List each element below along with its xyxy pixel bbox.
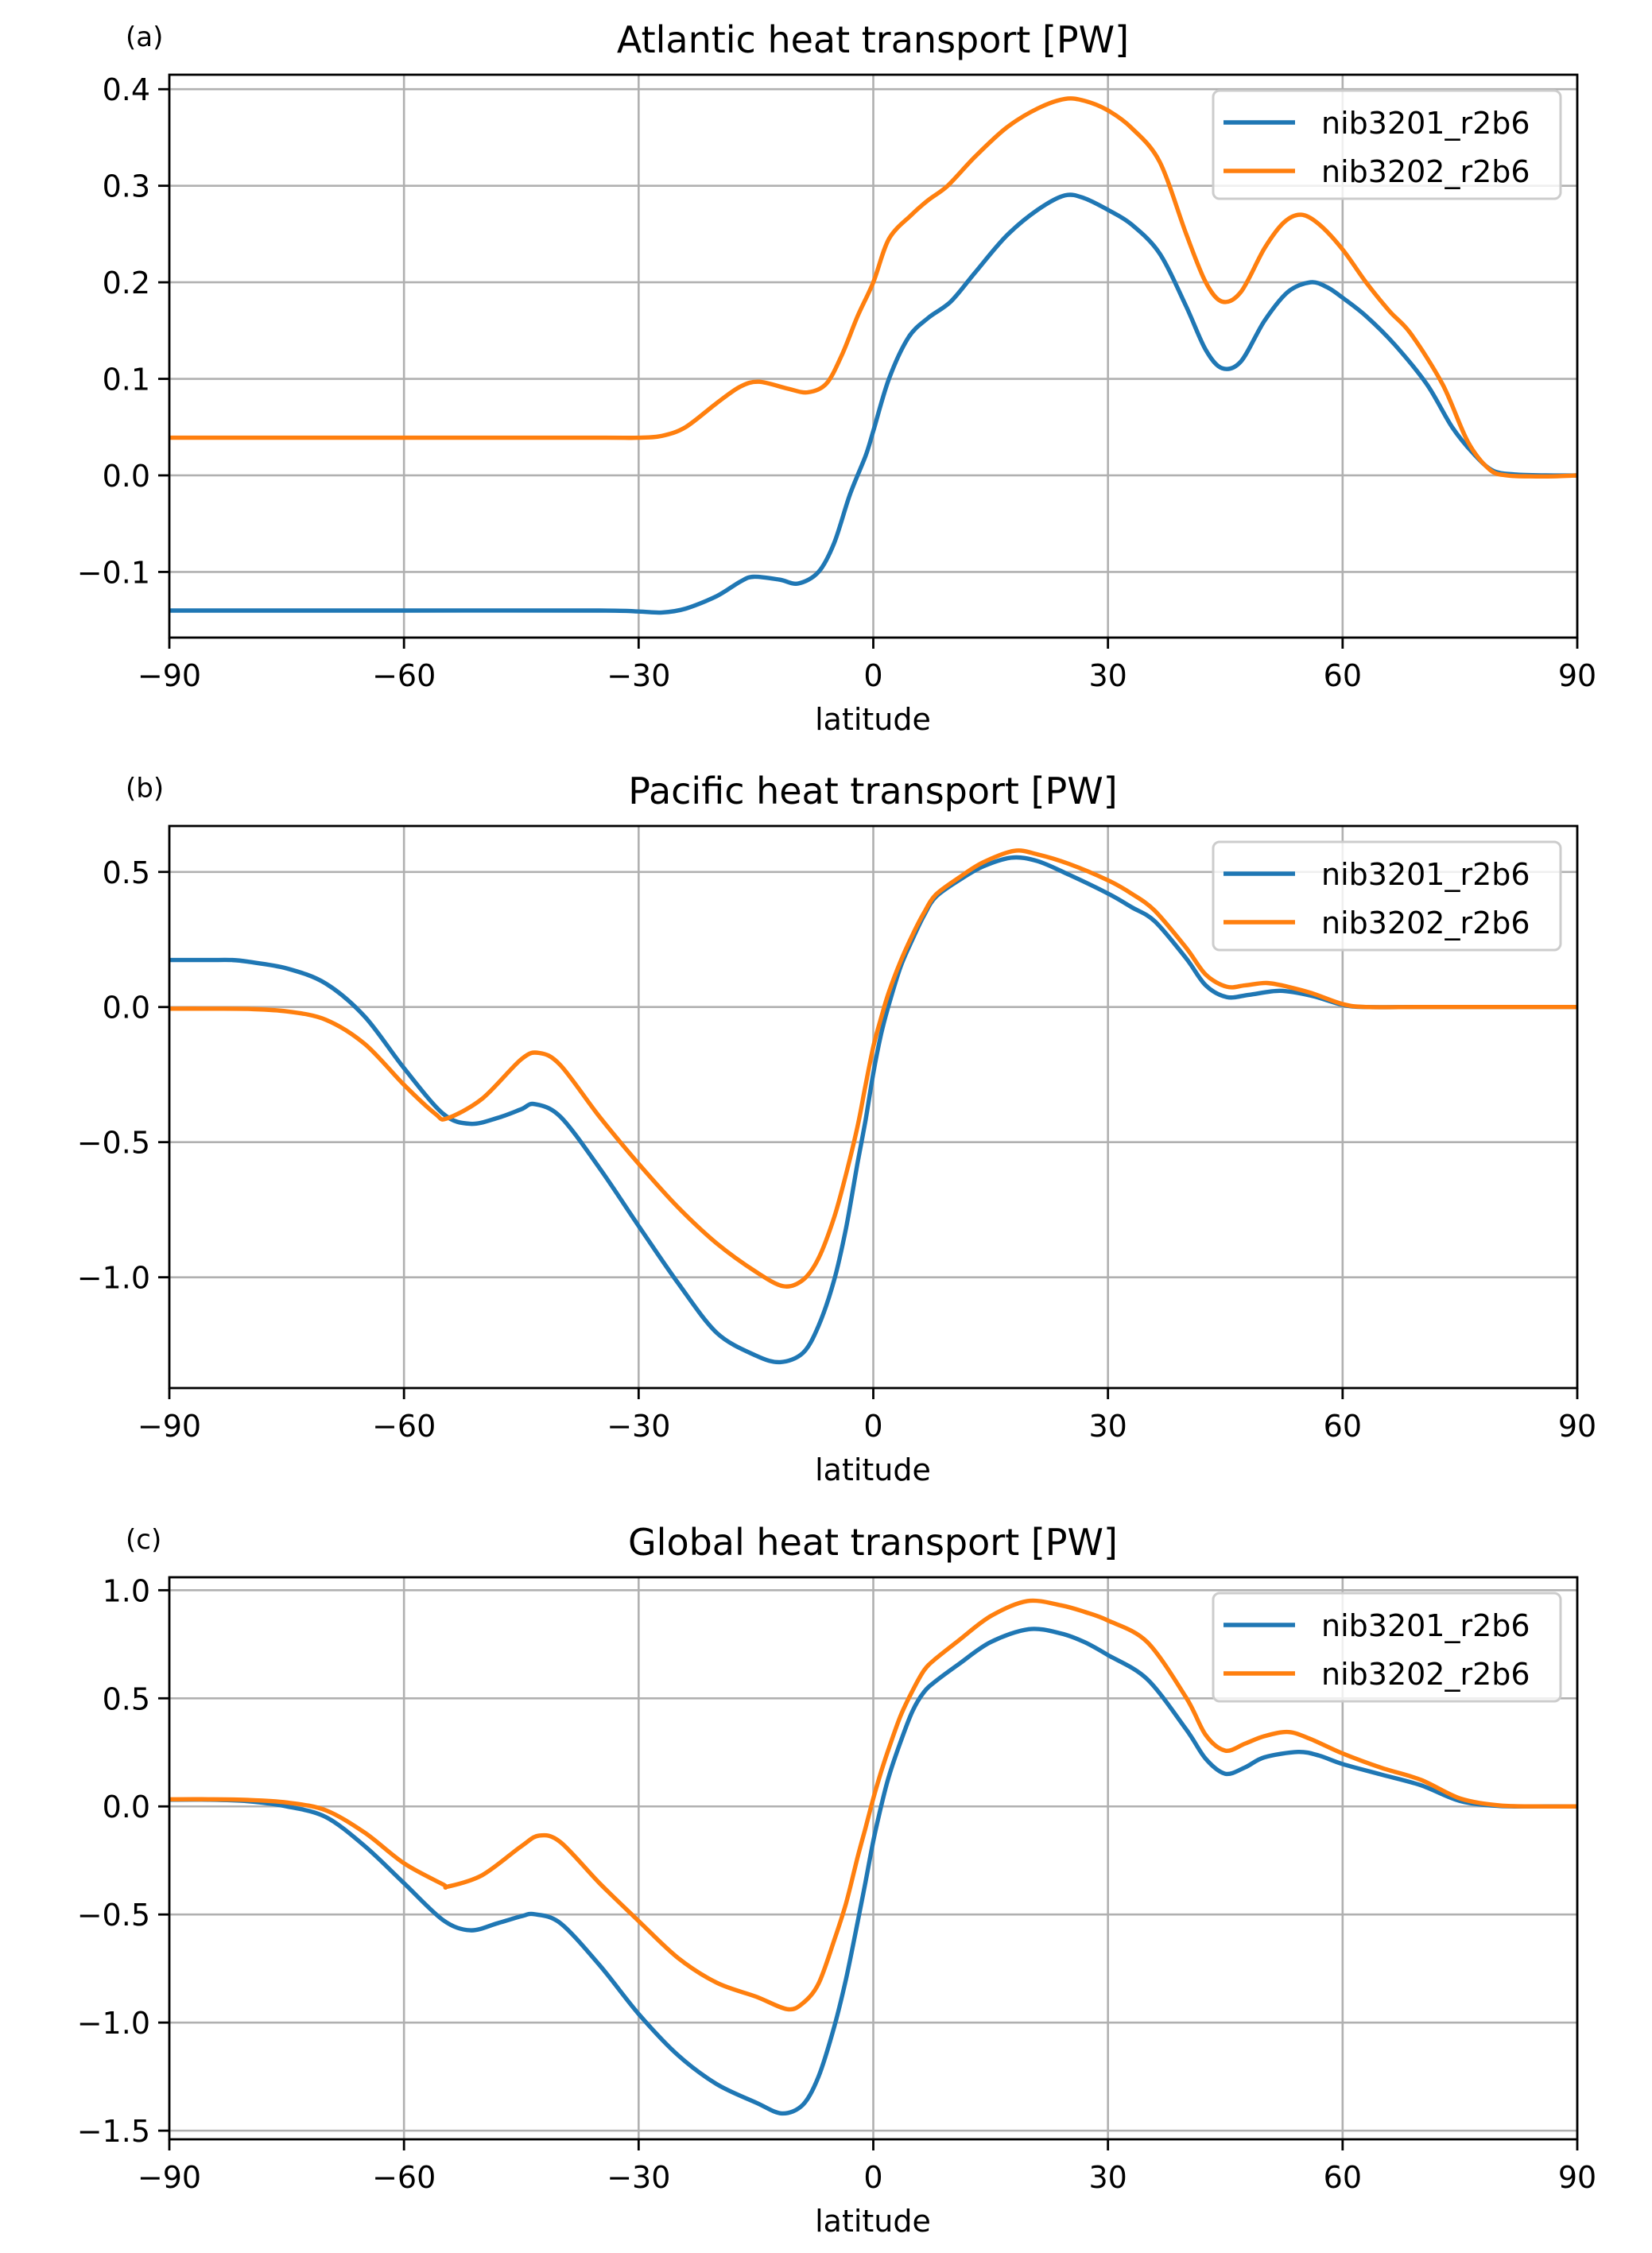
x-tick-label: −30	[607, 658, 670, 693]
x-tick-label: −60	[372, 1409, 436, 1444]
x-tick-label: −30	[607, 2160, 670, 2195]
series-line-nib3202_r2b6	[169, 1598, 1577, 2012]
y-tick-label: 0.3	[103, 169, 150, 204]
x-axis: −90 −60 −30 0 30 60 90	[138, 1388, 1596, 1444]
x-tick-label: −30	[607, 1409, 670, 1444]
series-group	[169, 96, 1577, 615]
panel-pacific: (b) Pacific heat transport [PW] latitude…	[77, 770, 1596, 1487]
series-line-nib3202_r2b6	[169, 848, 1577, 1289]
series-group	[169, 848, 1577, 1365]
legend-label: nib3202_r2b6	[1321, 154, 1530, 189]
y-tick-label: −1.0	[77, 2006, 150, 2041]
y-tick-label: −0.1	[77, 555, 150, 590]
panel-label: (a)	[126, 21, 163, 53]
x-axis-label: latitude	[815, 2204, 931, 2239]
x-tick-label: 30	[1088, 2160, 1127, 2195]
x-tick-label: 0	[863, 2160, 882, 2195]
y-tick-label: 0.5	[103, 855, 150, 890]
series-line-nib3201_r2b6	[169, 192, 1577, 615]
series-line-nib3201_r2b6	[169, 855, 1577, 1365]
x-axis-label: latitude	[815, 1452, 931, 1487]
y-tick-label: 0.4	[103, 72, 150, 107]
x-tick-label: 60	[1324, 2160, 1362, 2195]
x-tick-label: 60	[1324, 658, 1362, 693]
x-tick-label: −90	[138, 1409, 201, 1444]
chart-title: Global heat transport [PW]	[628, 1521, 1118, 1564]
y-tick-label: 0.0	[103, 459, 150, 494]
x-tick-label: −90	[138, 2160, 201, 2195]
y-tick-label: −1.0	[77, 1261, 150, 1296]
chart-title: Pacific heat transport [PW]	[628, 770, 1117, 812]
x-tick-label: −60	[372, 658, 436, 693]
x-tick-label: 30	[1088, 658, 1127, 693]
legend-label: nib3202_r2b6	[1321, 1657, 1530, 1692]
y-tick-label: 0.2	[103, 266, 150, 301]
series-group	[169, 1598, 1577, 2116]
y-tick-label: 0.5	[103, 1681, 150, 1716]
y-tick-label: −0.5	[77, 1126, 150, 1161]
legend: nib3201_r2b6 nib3202_r2b6	[1212, 89, 1562, 200]
x-tick-label: 60	[1324, 1409, 1362, 1444]
x-axis: −90 −60 −30 0 30 60 90	[138, 2139, 1596, 2195]
x-tick-label: 90	[1558, 2160, 1596, 2195]
chart-title: Atlantic heat transport [PW]	[617, 18, 1129, 61]
x-tick-label: 0	[863, 658, 882, 693]
y-tick-label: 0.1	[103, 363, 150, 397]
legend-box	[1212, 89, 1562, 200]
legend-label: nib3202_r2b6	[1321, 905, 1530, 940]
series-line-nib3202_r2b6	[169, 96, 1577, 479]
y-axis: −1.0 −0.5 0.0 0.5	[77, 855, 169, 1296]
panel-global: (c) Global heat transport [PW] latitude …	[77, 1521, 1596, 2239]
y-tick-label: 0.0	[103, 1790, 150, 1825]
x-axis-label: latitude	[815, 702, 931, 737]
x-tick-label: 90	[1558, 1409, 1596, 1444]
legend-box	[1212, 1592, 1562, 1703]
y-axis: −1.5 −1.0 −0.5 0.0 0.5 1.0	[77, 1573, 169, 2149]
panel-atlantic: (a) Atlantic heat transport [PW] latitud…	[77, 18, 1596, 737]
x-tick-label: 30	[1088, 1409, 1127, 1444]
x-tick-label: 0	[863, 1409, 882, 1444]
series-line-nib3201_r2b6	[169, 1627, 1577, 2116]
y-tick-label: 0.0	[103, 991, 150, 1026]
y-axis: −0.1 0.0 0.1 0.2 0.3 0.4	[77, 72, 169, 590]
y-tick-label: −0.5	[77, 1898, 150, 1933]
legend-label: nib3201_r2b6	[1321, 106, 1530, 141]
panel-label: (c)	[126, 1524, 161, 1556]
x-axis: −90 −60 −30 0 30 60 90	[138, 638, 1596, 693]
legend-box	[1212, 840, 1562, 952]
y-tick-label: 1.0	[103, 1573, 150, 1608]
legend: nib3201_r2b6 nib3202_r2b6	[1212, 840, 1562, 952]
x-tick-label: −60	[372, 2160, 436, 2195]
legend-label: nib3201_r2b6	[1321, 857, 1530, 892]
legend-label: nib3201_r2b6	[1321, 1608, 1530, 1643]
x-tick-label: 90	[1558, 658, 1596, 693]
legend: nib3201_r2b6 nib3202_r2b6	[1212, 1592, 1562, 1703]
x-tick-label: −90	[138, 658, 201, 693]
panel-label: (b)	[126, 773, 164, 805]
y-tick-label: −1.5	[77, 2114, 150, 2149]
